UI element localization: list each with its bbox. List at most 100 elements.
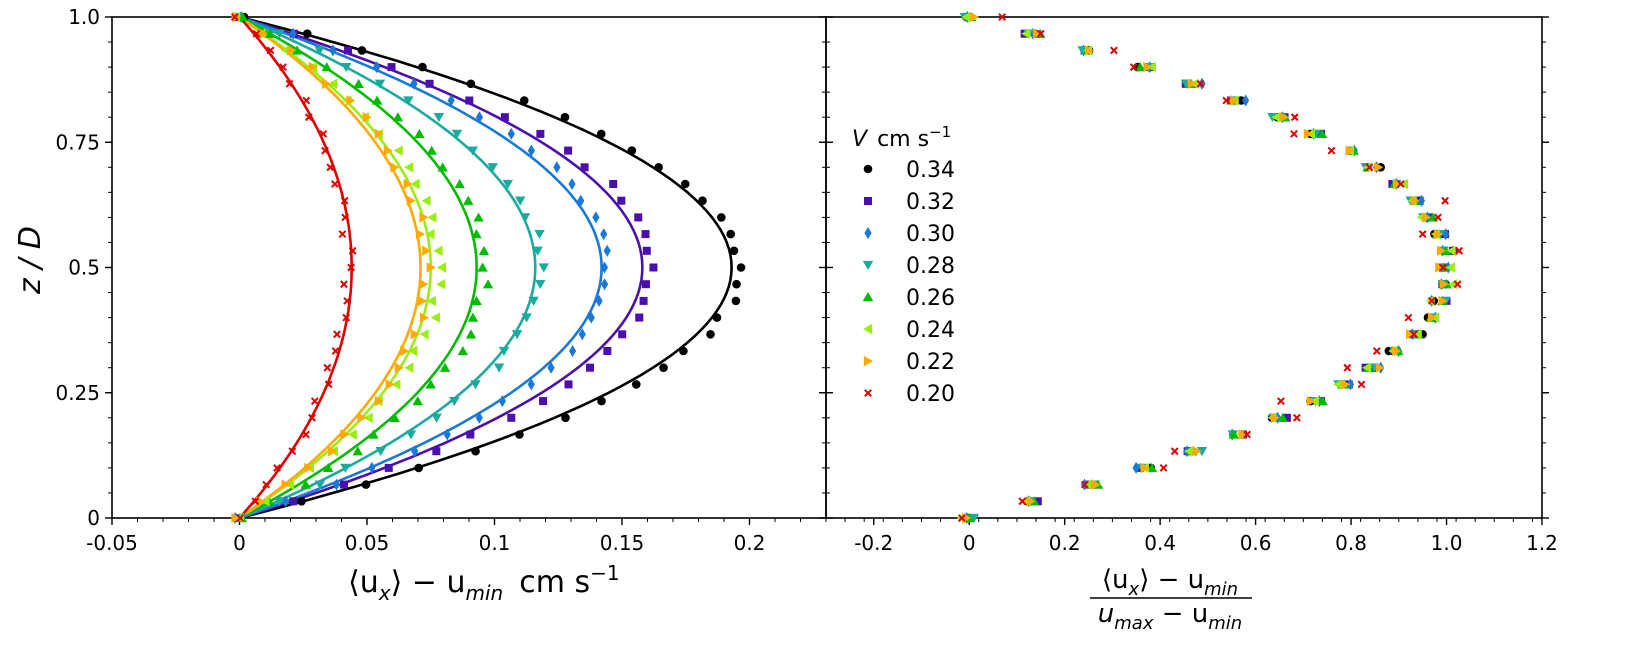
data-point-norm-0.20 — [1434, 213, 1442, 222]
data-point-0.24 — [391, 379, 401, 390]
data-point-0.34 — [561, 413, 570, 423]
fit-curve-0.28 — [238, 15, 537, 520]
data-point-0.22 — [308, 61, 318, 73]
data-point-0.32 — [432, 447, 441, 456]
data-point-0.28 — [535, 280, 546, 290]
data-point-norm-0.22 — [1345, 145, 1355, 156]
data-point-norm-0.20 — [1277, 397, 1285, 406]
data-point-norm-0.22 — [1143, 61, 1153, 73]
legend-label: 0.30 — [906, 222, 955, 247]
data-point-0.32 — [603, 347, 612, 355]
data-point-0.32 — [586, 363, 595, 372]
data-point-norm-0.22 — [1427, 312, 1438, 323]
y-tick-label: 0.75 — [55, 130, 100, 154]
data-point-0.34 — [654, 163, 663, 172]
data-point-0.34 — [706, 330, 715, 339]
data-point-0.20 — [285, 79, 294, 88]
fit-curve-0.20 — [238, 16, 354, 519]
data-point-0.26 — [439, 362, 451, 372]
data-point-norm-0.20 — [1196, 79, 1205, 88]
data-point-0.24 — [433, 245, 443, 256]
right-panel: -0.2 0 0.2 0.4 0.6 0.8 1.0 1.2 — [819, 11, 1558, 555]
data-point-0.22 — [322, 78, 332, 89]
data-point-norm-0.22 — [1187, 78, 1197, 89]
legend-label: 0.22 — [906, 350, 955, 375]
data-point-0.22 — [422, 245, 432, 256]
data-point-norm-0.22 — [1238, 429, 1248, 440]
data-point-norm-0.30 — [1241, 94, 1250, 107]
data-point-norm-0.26 — [1316, 128, 1328, 139]
data-point-0.30 — [329, 44, 337, 57]
data-point-norm-0.26 — [1277, 412, 1288, 422]
data-point-0.28 — [451, 129, 463, 139]
data-point-0.26 — [322, 462, 334, 473]
legend-label: 0.28 — [906, 254, 955, 279]
data-point-0.24 — [328, 78, 338, 89]
data-point-norm-0.20 — [1170, 447, 1179, 456]
data-point-0.34 — [414, 463, 423, 473]
data-point-0.30 — [289, 27, 297, 40]
data-point-0.28 — [375, 447, 386, 457]
data-point-0.20 — [302, 96, 311, 105]
data-point-0.20 — [326, 163, 335, 172]
data-point-0.30 — [410, 77, 418, 90]
data-point-0.24 — [436, 279, 446, 290]
data-point-norm-0.30 — [1442, 228, 1450, 241]
data-point-norm-0.24 — [1398, 178, 1408, 190]
legend-label: 0.34 — [906, 158, 955, 183]
data-point-0.30 — [475, 111, 484, 124]
data-point-0.24 — [421, 195, 431, 206]
x-tick-label: 0.6 — [1240, 531, 1272, 555]
data-point-0.20 — [323, 363, 332, 372]
data-point-0.24 — [427, 212, 437, 223]
data-point-0.32 — [536, 129, 545, 138]
data-point-0.32 — [466, 430, 475, 439]
data-point-0.32 — [634, 213, 643, 222]
data-point-norm-0.22 — [1091, 479, 1101, 490]
data-point-0.22 — [231, 512, 241, 524]
data-point-0.22 — [400, 345, 410, 357]
data-point-norm-0.22 — [1140, 462, 1150, 474]
data-point-norm-0.20 — [1080, 480, 1089, 489]
data-point-0.34 — [515, 430, 524, 439]
data-point-0.26 — [265, 28, 276, 38]
data-point-norm-0.22 — [1306, 395, 1316, 407]
data-point-0.24 — [430, 312, 440, 323]
data-point-norm-0.22 — [1026, 496, 1036, 507]
data-point-0.28 — [449, 396, 460, 407]
data-point-0.26 — [471, 295, 482, 306]
x-tick-label: 0.2 — [734, 531, 766, 555]
data-point-0.22 — [419, 212, 429, 223]
data-point-0.20 — [251, 497, 260, 506]
data-point-norm-0.26 — [1440, 245, 1452, 255]
data-point-norm-0.22 — [1374, 162, 1384, 173]
fit-curve-0.34 — [239, 15, 733, 520]
data-point-0.28 — [340, 62, 352, 73]
data-point-0.26 — [414, 128, 425, 139]
data-point-0.34 — [297, 497, 306, 506]
data-point-norm-0.24 — [1021, 28, 1031, 39]
data-point-0.30 — [578, 328, 586, 341]
data-point-0.20 — [308, 413, 316, 422]
data-point-0.34 — [560, 112, 570, 122]
legend-marker-0.24 — [863, 323, 873, 335]
data-point-0.24 — [426, 295, 436, 307]
data-point-0.28 — [519, 213, 531, 223]
data-point-0.28 — [340, 463, 351, 473]
data-point-0.20 — [340, 280, 348, 289]
data-point-norm-0.24 — [1362, 162, 1372, 173]
data-point-norm-0.22 — [1279, 112, 1289, 123]
data-point-norm-0.20 — [1129, 63, 1138, 72]
data-point-norm-0.32 — [1033, 497, 1042, 506]
data-point-0.22 — [328, 446, 338, 457]
data-point-0.28 — [470, 380, 481, 390]
data-point-0.30 — [587, 311, 595, 324]
data-point-0.34 — [597, 396, 606, 406]
data-point-0.28 — [493, 363, 505, 373]
data-point-0.28 — [515, 196, 526, 206]
data-point-norm-0.20 — [1396, 180, 1405, 188]
data-point-0.20 — [236, 514, 245, 522]
legend-marker-0.22 — [863, 355, 873, 367]
data-point-0.22 — [362, 112, 372, 123]
